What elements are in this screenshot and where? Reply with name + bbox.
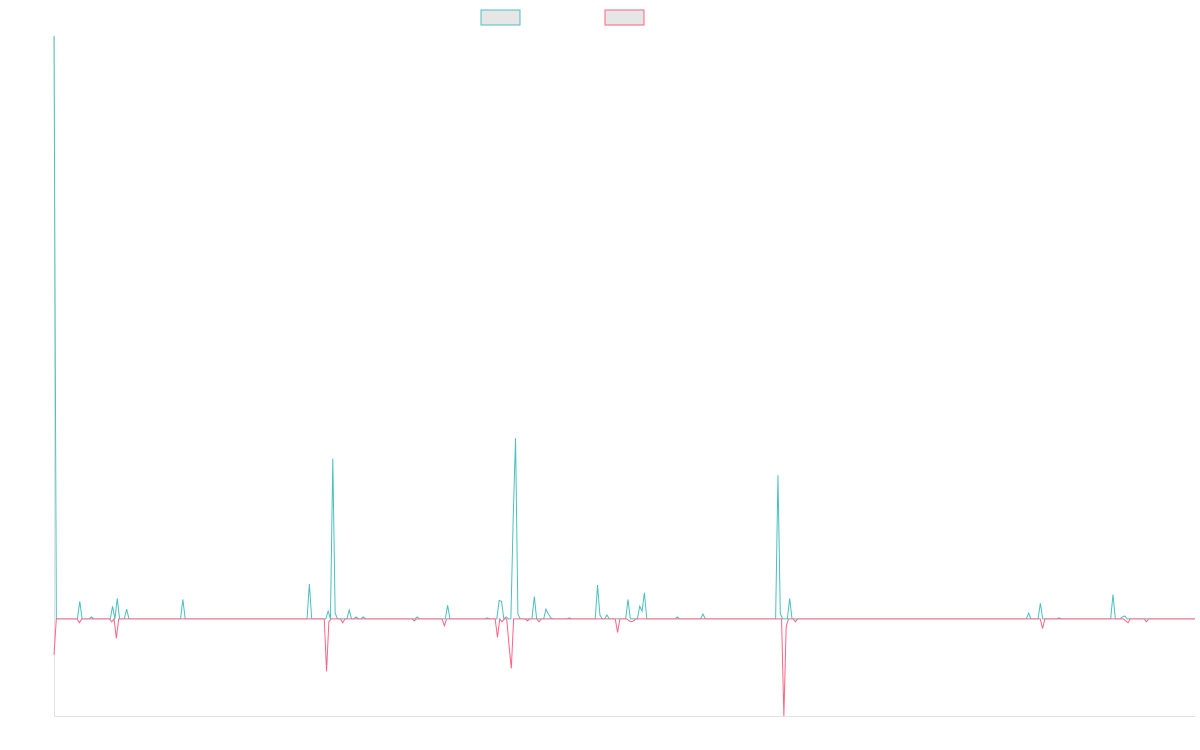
plot-area [53,35,1195,717]
legend-swatch-1[interactable] [480,9,521,26]
legend [480,9,645,26]
series-line-1 [53,35,1195,620]
legend-swatch-2[interactable] [604,9,645,26]
series-line-2 [53,617,1195,717]
chart-axes [54,36,1195,717]
